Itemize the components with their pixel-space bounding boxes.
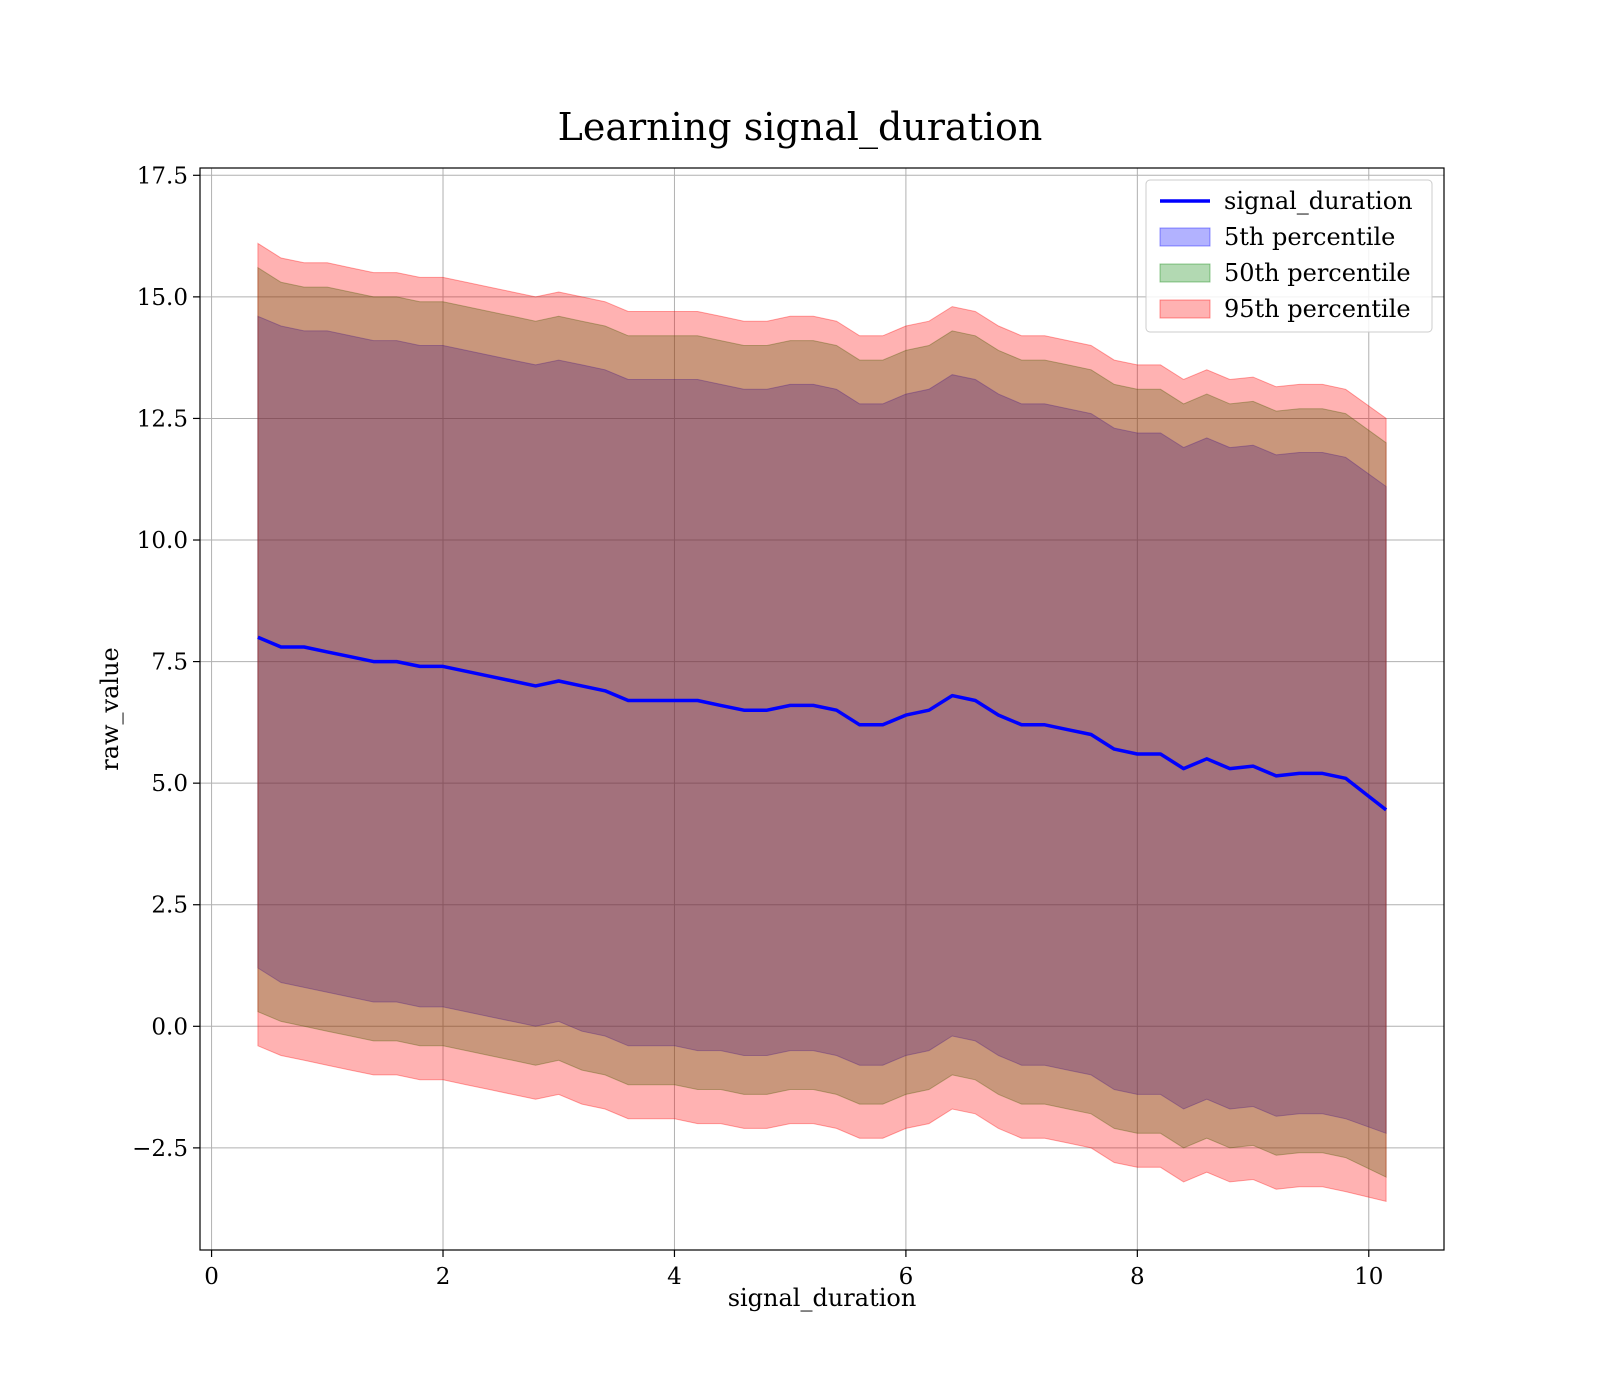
x-axis-label: signal_duration (728, 1284, 917, 1312)
signal-duration-line (257, 635, 1388, 812)
legend-swatch-95th (1159, 299, 1211, 319)
x-tick-label: 2 (436, 1264, 451, 1290)
legend-label-50th: 50th percentile (1224, 259, 1411, 287)
legend-box (1145, 179, 1433, 333)
x-tick-label: 10 (1354, 1264, 1383, 1290)
percentile-bands (257, 242, 1387, 1203)
legend-label-line: signal_duration (1224, 187, 1413, 215)
y-tick-label: −2.5 (132, 1136, 188, 1162)
band-5th-percentile (257, 315, 1387, 1135)
plot-frame (199, 167, 1445, 1251)
y-tick-label: 12.5 (137, 406, 188, 432)
x-tick-label: 6 (899, 1264, 914, 1290)
x-tick-label: 8 (1130, 1264, 1145, 1290)
y-tick-label: 5.0 (151, 771, 188, 797)
band-50th-percentile (257, 266, 1387, 1178)
x-axis-ticks: 0 2 4 6 8 10 (204, 1250, 1383, 1290)
x-tick-label: 0 (204, 1264, 219, 1290)
legend-swatch-50th (1159, 263, 1211, 283)
y-tick-label: 2.5 (151, 893, 188, 919)
y-tick-label: 17.5 (137, 163, 188, 189)
y-tick-label: 10.0 (137, 528, 188, 554)
y-tick-label: 7.5 (151, 650, 188, 676)
band-95th-percentile (257, 242, 1387, 1203)
legend-label-95th: 95th percentile (1224, 295, 1411, 323)
x-tick-label: 4 (667, 1264, 682, 1290)
y-tick-label: 15.0 (137, 285, 188, 311)
y-axis-label: raw_value (96, 647, 124, 771)
legend: signal_duration 5th percentile 50th perc… (1145, 179, 1433, 333)
y-tick-label: 0.0 (151, 1014, 188, 1040)
legend-label-5th: 5th percentile (1224, 223, 1395, 251)
series-lines (257, 635, 1388, 812)
y-axis-ticks: −2.5 0.0 2.5 5.0 7.5 10.0 12.5 15.0 17.5 (132, 163, 200, 1162)
chart-title: Learning signal_duration (558, 105, 1043, 150)
legend-swatch-5th (1159, 227, 1211, 247)
